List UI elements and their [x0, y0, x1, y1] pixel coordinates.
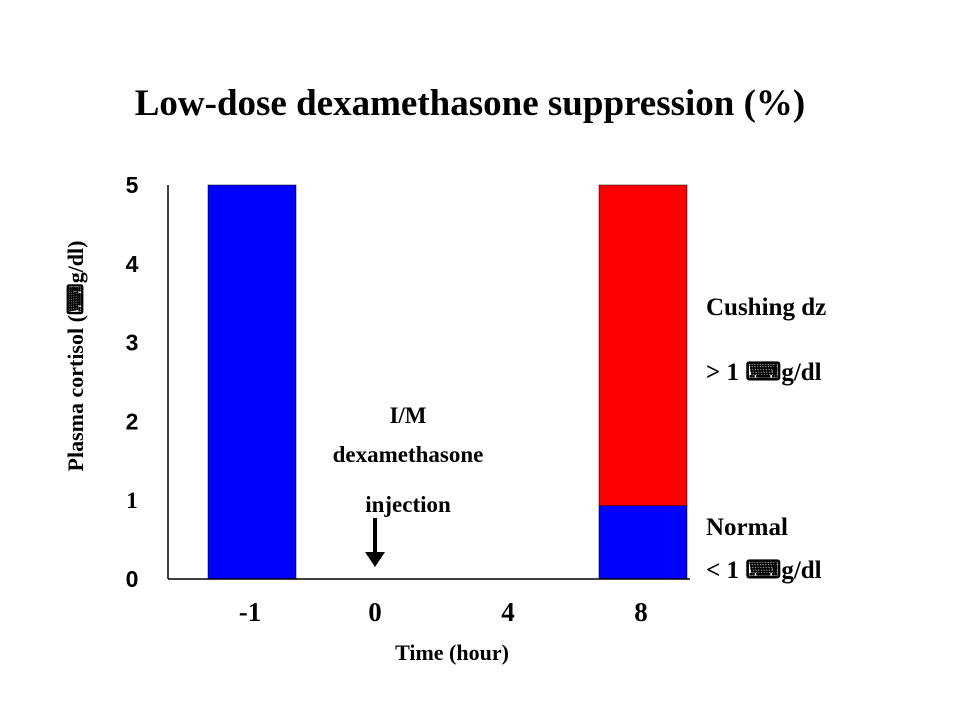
cushing-threshold: > 1 ⌨g/dl [706, 359, 822, 386]
y-tick-label: 5 [126, 172, 139, 198]
bar-8-series-0 [598, 505, 688, 580]
annotation-line-2: dexamethasone [333, 442, 484, 467]
bar--1-series-0 [207, 184, 297, 580]
annotation-line-1: I/M [389, 403, 426, 428]
x-axis-label: Time (hour) [395, 640, 509, 665]
injection-arrow-icon [365, 518, 385, 567]
chart-title: Low-dose dexamethasone suppression (%) [135, 83, 806, 124]
y-tick-label: 1 [126, 488, 138, 513]
x-tick-label: -1 [239, 597, 262, 627]
y-tick-labels: 0 1 2 3 4 5 [126, 172, 139, 592]
bars-layer [207, 184, 688, 580]
y-tick-label: 3 [126, 330, 139, 356]
y-tick-label: 0 [126, 566, 139, 592]
annotation-line-3: injection [365, 492, 451, 517]
x-tick-label: 8 [634, 597, 648, 627]
normal-threshold: < 1 ⌨g/dl [706, 557, 822, 584]
normal-label: Normal [706, 514, 788, 541]
bar-8-series-1 [598, 184, 688, 506]
y-tick-label: 2 [126, 408, 139, 434]
y-axis-label: Plasma cortisol (⌨g/dl) [63, 241, 88, 472]
cushing-label: Cushing dz [706, 294, 826, 321]
x-tick-labels: -1 0 4 8 [239, 597, 648, 627]
x-tick-label: 0 [368, 597, 382, 627]
x-tick-label: 4 [501, 597, 515, 627]
y-tick-label: 4 [126, 251, 139, 277]
